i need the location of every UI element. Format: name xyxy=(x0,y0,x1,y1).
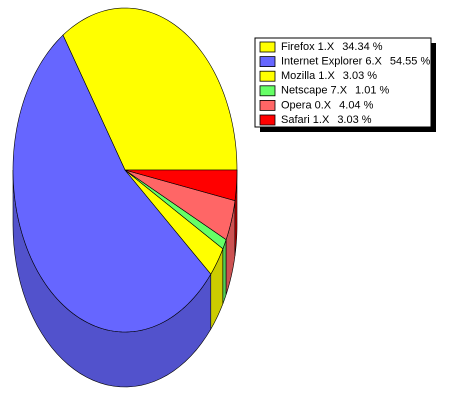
legend-label: Opera 0.X xyxy=(281,99,332,111)
legend-label: Safari 1.X xyxy=(281,114,330,126)
slice-side xyxy=(222,239,227,304)
legend-value: 3.03 % xyxy=(337,114,371,126)
slice xyxy=(124,169,224,275)
legend-value: 1.01 % xyxy=(355,85,389,97)
slice xyxy=(124,169,238,202)
legend-value: 3.03 % xyxy=(343,70,377,82)
legend-label: Internet Explorer 6.X xyxy=(281,56,383,68)
legend-swatch xyxy=(259,56,276,67)
legend-box xyxy=(254,37,432,128)
legend-label: Firefox 1.X xyxy=(281,41,335,53)
legend-swatch xyxy=(259,114,276,126)
legend-value: 34.34 % xyxy=(342,41,383,53)
slice xyxy=(124,169,236,241)
legend-swatch xyxy=(259,100,276,111)
legend-swatch xyxy=(259,41,276,53)
slice xyxy=(12,34,212,333)
legend-swatch xyxy=(259,70,276,82)
legend-label: Netscape 7.X xyxy=(281,85,348,97)
legend-value: 54.55 % xyxy=(390,56,431,68)
legend-label: Mozilla 1.X xyxy=(281,70,335,82)
legend-value: 4.04 % xyxy=(339,99,373,111)
legend-swatch xyxy=(259,85,276,97)
